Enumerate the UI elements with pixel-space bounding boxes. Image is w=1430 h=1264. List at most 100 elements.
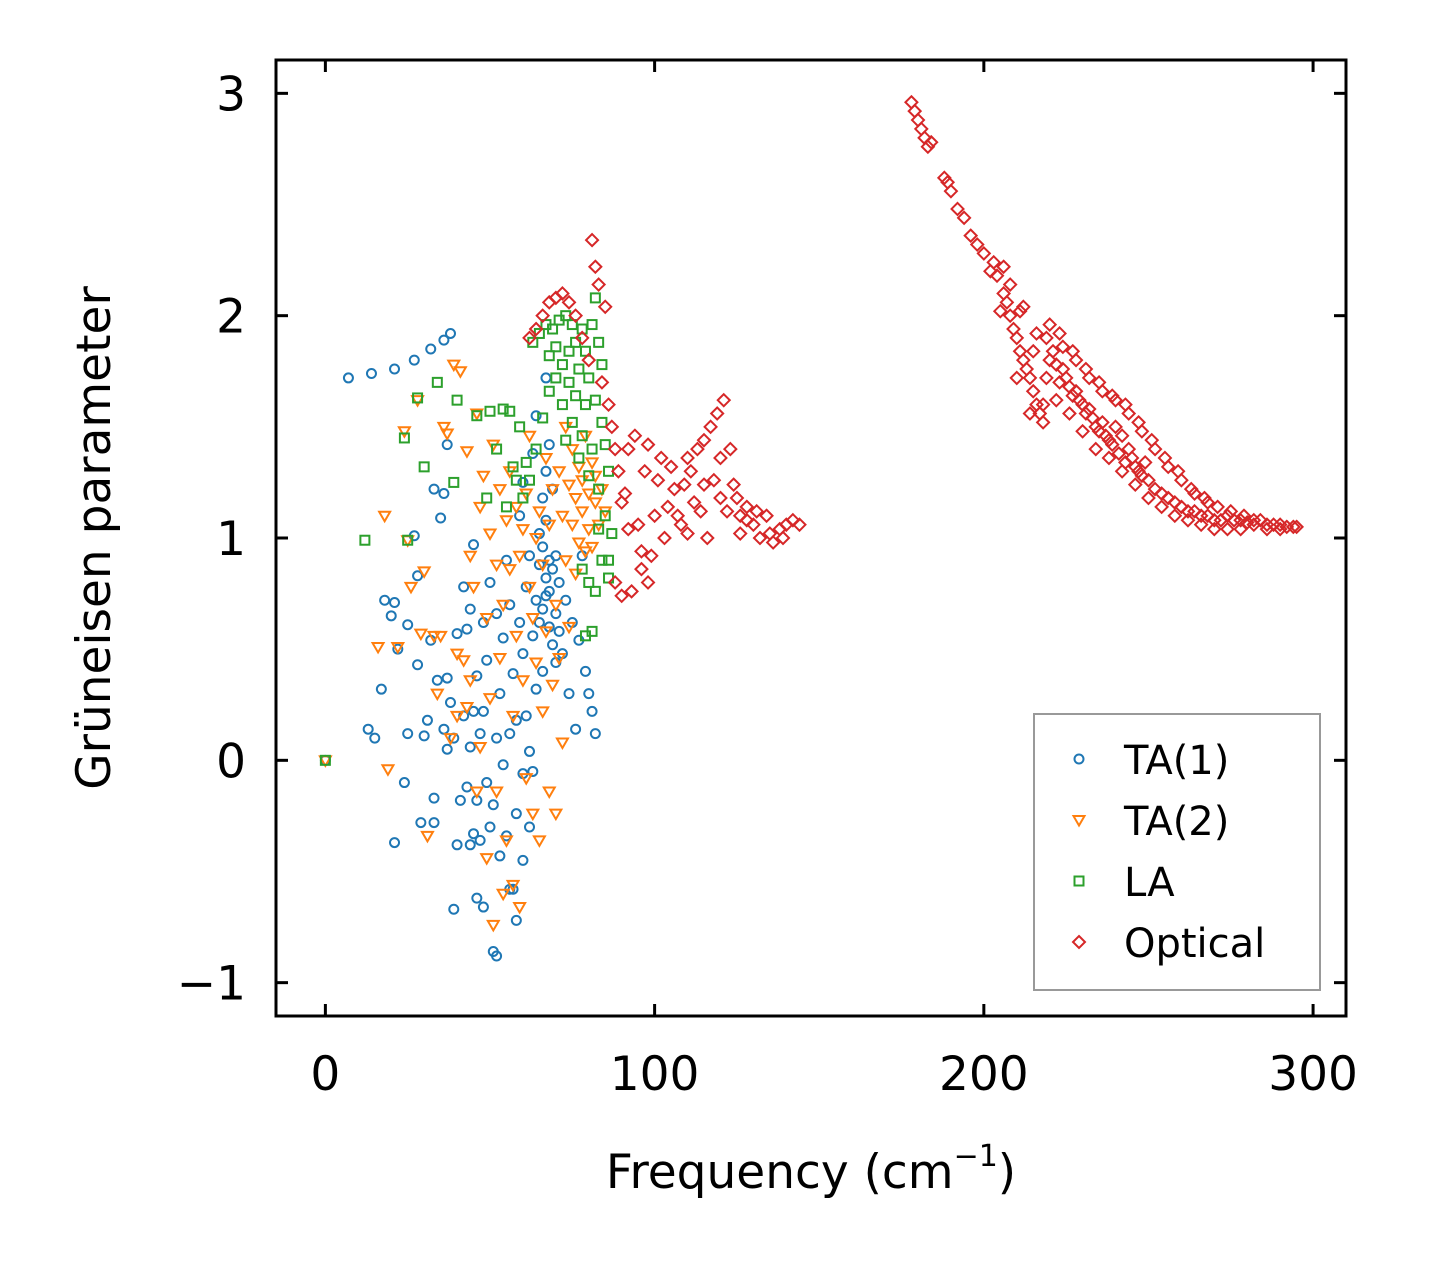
point-la — [596, 416, 608, 428]
point-ta-2 — [571, 537, 587, 550]
point-optical — [950, 201, 965, 217]
point-optical — [1147, 441, 1163, 457]
point-ta-1 — [477, 901, 489, 913]
point-optical — [1075, 423, 1091, 439]
point-optical — [1025, 383, 1041, 399]
point-optical — [1200, 495, 1216, 510]
point-ta-2 — [410, 395, 425, 408]
point-la — [583, 372, 595, 384]
point-ta-1 — [435, 512, 447, 524]
point-optical — [1091, 374, 1107, 390]
point-ta-2 — [584, 457, 600, 470]
point-optical — [762, 526, 778, 541]
point-la — [583, 576, 595, 588]
point-la — [510, 474, 522, 486]
point-ta-1 — [481, 777, 493, 789]
point-ta-1 — [524, 550, 536, 562]
point-optical — [693, 503, 709, 519]
point-optical — [713, 490, 728, 506]
point-optical — [1289, 519, 1305, 535]
point-la — [556, 399, 568, 411]
x-tick-label: 200 — [939, 1047, 1029, 1102]
point-ta-1 — [431, 674, 443, 686]
point-optical — [1002, 277, 1018, 292]
point-optical — [696, 432, 712, 448]
point-ta-2 — [459, 446, 475, 459]
point-ta-1 — [468, 828, 480, 840]
point-optical — [680, 526, 695, 541]
series-la — [319, 292, 618, 766]
point-la — [576, 563, 588, 575]
point-optical — [653, 450, 669, 466]
point-ta-2 — [499, 515, 514, 528]
point-la — [491, 443, 503, 455]
point-optical — [601, 397, 616, 413]
point-optical — [716, 392, 732, 408]
point-ta-1 — [586, 705, 598, 717]
point-optical — [1193, 517, 1209, 533]
x-tick-label: 300 — [1268, 1047, 1358, 1102]
point-la — [589, 394, 601, 406]
point-optical — [561, 294, 577, 310]
point-optical — [923, 134, 939, 150]
point-optical — [1223, 503, 1239, 519]
point-la — [504, 405, 516, 417]
point-ta-2 — [472, 501, 488, 515]
point-ta-2 — [551, 653, 567, 666]
point-la — [593, 523, 605, 535]
y-tick-label: −1 — [177, 957, 246, 1012]
point-optical — [999, 294, 1015, 310]
point-ta-1 — [342, 372, 354, 384]
point-optical — [574, 330, 590, 346]
point-la — [471, 410, 483, 422]
point-ta-1 — [412, 659, 424, 671]
point-optical — [765, 535, 781, 550]
point-optical — [683, 463, 699, 479]
point-optical — [1193, 508, 1209, 524]
point-ta-1 — [471, 892, 483, 904]
point-optical — [775, 530, 791, 546]
point-ta-2 — [472, 741, 488, 755]
point-ta-2 — [515, 524, 531, 537]
point-optical — [1114, 428, 1130, 444]
point-ta-2 — [512, 902, 527, 915]
point-ta-2 — [525, 613, 541, 626]
point-ta-2 — [525, 808, 541, 822]
point-optical — [597, 299, 613, 315]
point-la — [402, 534, 414, 546]
point-ta-1 — [451, 628, 463, 640]
point-optical — [1052, 326, 1067, 341]
point-ta-1 — [494, 850, 506, 862]
point-la — [596, 554, 608, 566]
point-optical — [729, 490, 745, 506]
point-optical — [1108, 419, 1123, 435]
legend-label-ta1: TA(1) — [1123, 738, 1229, 784]
point-optical — [1111, 446, 1127, 461]
point-ta-2 — [555, 510, 570, 524]
point-optical — [1065, 388, 1081, 404]
point-optical — [1035, 414, 1051, 430]
point-ta-2 — [565, 444, 580, 457]
point-ta-1 — [365, 367, 377, 379]
point-ta-1 — [412, 570, 424, 582]
point-ta-1 — [464, 741, 476, 753]
point-ta-2 — [502, 564, 517, 577]
point-la — [500, 501, 512, 513]
point-optical — [614, 588, 630, 604]
legend-marker-ta-1 — [1073, 753, 1085, 765]
point-ta-1 — [547, 563, 559, 575]
point-optical — [792, 517, 807, 533]
point-ta-2 — [535, 559, 550, 573]
point-la — [398, 432, 410, 444]
point-optical — [1088, 441, 1104, 457]
point-ta-2 — [479, 613, 494, 626]
point-optical — [660, 499, 676, 515]
point-ta-1 — [540, 572, 552, 584]
point-ta-1 — [389, 596, 401, 608]
point-optical — [749, 503, 765, 519]
point-optical — [1022, 370, 1038, 386]
point-ta-1 — [491, 950, 503, 962]
point-optical — [1048, 357, 1064, 373]
point-optical — [732, 508, 748, 524]
point-ta-1 — [444, 327, 456, 339]
